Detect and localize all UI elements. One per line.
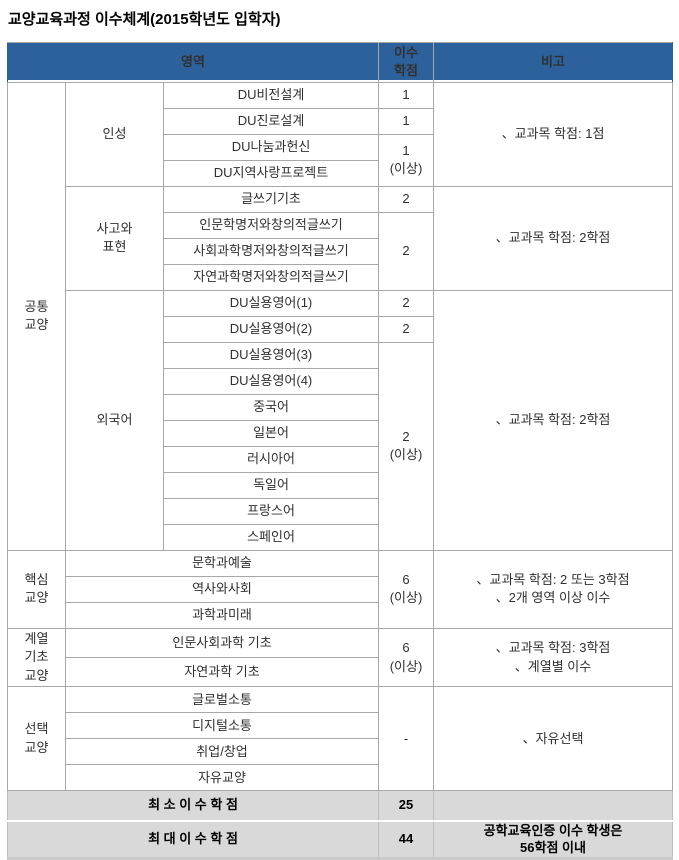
footer-credit-min: 25 (378, 790, 435, 822)
credit-cell: 1 (이상) (378, 133, 435, 187)
table-row: 공통 교양 인성 DU비전설계 1 、교과목 학점: 1점 (7, 81, 674, 551)
course-cell: DU비전설계 (162, 81, 380, 109)
group-cell-core: 핵심 교양 (7, 549, 66, 629)
course-cell: 자유교양 (64, 764, 380, 792)
table-row: 자연과학 기초 (8, 657, 673, 688)
subgroup-cell-foreign: 외국어 (65, 289, 164, 551)
table-row: DU지역사랑프로젝트 (8, 159, 673, 187)
group-cell-elective: 선택 교양 (7, 686, 66, 792)
course-cell: 독일어 (162, 471, 380, 499)
footer-remark-max: 공학교육인증 이수 학생은 56학점 이내 (433, 819, 674, 860)
footer-row-min-credits: 최 소 이 수 학 점 25 (6, 790, 674, 822)
table-row: 선택 교양 글로벌소통 - 、자유선택 (7, 686, 674, 792)
course-cell: 프랑스어 (162, 497, 380, 525)
group-cell-common: 공통 교양 (7, 81, 66, 551)
course-cell: 중국어 (162, 393, 380, 421)
page-title: 교양교육과정 이수체계(2015학년도 입학자) (8, 11, 281, 28)
table-row: DU진로설계 1 (8, 107, 673, 135)
credit-cell: - (378, 686, 435, 792)
remark-cell-personality: 、교과목 학점: 1점 (433, 81, 674, 187)
subgroup-cell-personality: 인성 (65, 81, 164, 187)
table-row: 핵심 교양 문학과예술 6 (이상) 、교과목 학점: 2 또는 3학점 、2개… (7, 549, 674, 629)
table-row: 스페인어 (8, 523, 673, 551)
table-row: 디지털소통 (8, 712, 673, 740)
footer-label-max: 최 대 이 수 학 점 (6, 819, 380, 860)
remark-cell-core: 、교과목 학점: 2 또는 3학점 、2개 영역 이상 이수 (433, 549, 674, 629)
column-header-remarks: 비고 (433, 42, 674, 83)
remark-cell-basic: 、교과목 학점: 3학점 、계열별 이수 (433, 627, 674, 688)
footer-remark-min (433, 790, 674, 822)
course-cell: 글쓰기기초 (162, 185, 380, 213)
credit-cell: 2 (378, 185, 435, 213)
credit-cell: 2 (이상) (378, 341, 435, 551)
course-cell: 스페인어 (162, 523, 380, 551)
credit-cell: 2 (378, 289, 435, 317)
course-cell: DU지역사랑프로젝트 (162, 159, 380, 187)
course-cell: 문학과예술 (64, 549, 380, 577)
remark-cell-elective: 、자유선택 (433, 686, 674, 792)
course-cell: 취업/창업 (64, 738, 380, 766)
course-cell: DU실용영어(1) (162, 289, 380, 317)
credit-cell: 1 (378, 81, 435, 109)
course-cell: 일본어 (162, 419, 380, 447)
table-row: 독일어 (8, 471, 673, 499)
course-cell: 자연과학 기초 (64, 657, 380, 688)
table-row: DU실용영어(2) 2 (8, 315, 673, 343)
footer-row-max-credits: 최 대 이 수 학 점 44 공학교육인증 이수 학생은 56학점 이내 (6, 819, 674, 860)
course-cell: 디지털소통 (64, 712, 380, 740)
column-header-area: 영역 (6, 42, 380, 83)
course-cell: 자연과학명저와창의적글쓰기 (162, 263, 380, 291)
course-cell: 글로벌소통 (64, 686, 380, 714)
credit-cell: 1 (378, 107, 435, 135)
course-cell: 러시아어 (162, 445, 380, 473)
credit-cell: 2 (378, 315, 435, 343)
footer-label-min: 최 소 이 수 학 점 (6, 790, 380, 822)
remark-cell-thinking: 、교과목 학점: 2학점 (433, 185, 674, 291)
table-row: DU실용영어(4) (8, 367, 673, 395)
table-row: 계열 기초 교양 인문사회과학 기초 6 (이상) 、교과목 학점: 3학점 、… (7, 627, 674, 688)
credit-cell: 2 (378, 211, 435, 291)
curriculum-table: 영역 이수 학점 비고 공통 교양 인성 DU비전설계 1 、교과목 학점: 1… (6, 42, 674, 860)
table-row: 자유교양 (8, 764, 673, 792)
credit-cell: 6 (이상) (378, 627, 435, 688)
course-cell: DU실용영어(4) (162, 367, 380, 395)
course-cell: 인문학명저와창의적글쓰기 (162, 211, 380, 239)
table-row: DU실용영어(3) 2 (이상) (8, 341, 673, 551)
table-row: 사회과학명저와창의적글쓰기 (8, 237, 673, 265)
course-cell: DU실용영어(3) (162, 341, 380, 369)
course-cell: 인문사회과학 기초 (64, 627, 380, 659)
footer-credit-max: 44 (378, 819, 435, 860)
table-row: 중국어 (8, 393, 673, 421)
course-cell: 과학과미래 (64, 601, 380, 629)
table-row: DU나눔과헌신 1 (이상) (8, 133, 673, 187)
subgroup-cell-thinking: 사고와 표현 (65, 185, 164, 291)
course-cell: 역사와사회 (64, 575, 380, 603)
table-header-row: 영역 이수 학점 비고 (6, 42, 674, 83)
course-cell: DU실용영어(2) (162, 315, 380, 343)
table-row: 인문학명저와창의적글쓰기 2 (8, 211, 673, 291)
course-cell: 사회과학명저와창의적글쓰기 (162, 237, 380, 265)
table-row: 자연과학명저와창의적글쓰기 (8, 263, 673, 291)
table-row: 외국어 DU실용영어(1) 2 、교과목 학점: 2학점 (8, 289, 674, 551)
table-row: 사고와 표현 글쓰기기초 2 、교과목 학점: 2학점 (8, 185, 674, 291)
credit-cell: 6 (이상) (378, 549, 435, 629)
remark-cell-foreign: 、교과목 학점: 2학점 (433, 289, 674, 551)
table-row: 역사와사회 (8, 575, 673, 603)
course-cell: DU진로설계 (162, 107, 380, 135)
table-row: 프랑스어 (8, 497, 673, 525)
group-cell-basic: 계열 기초 교양 (7, 627, 66, 688)
column-header-credits: 이수 학점 (378, 42, 435, 83)
course-cell: DU나눔과헌신 (162, 133, 380, 161)
